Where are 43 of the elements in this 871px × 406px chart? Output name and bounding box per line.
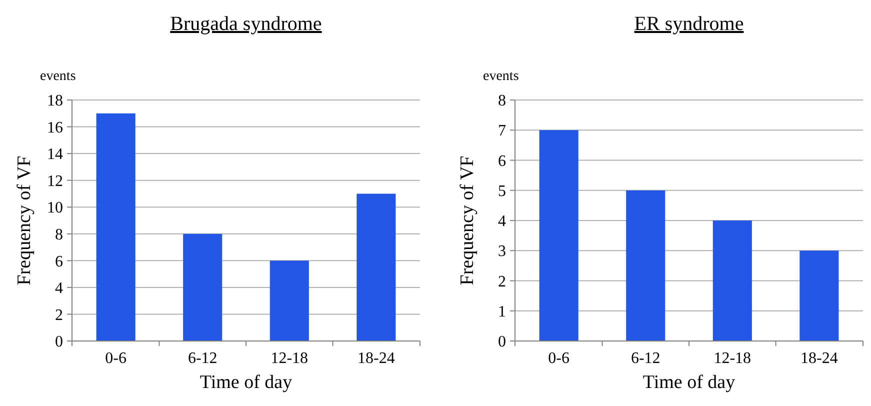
y-tick-label: 3 [498,243,506,260]
x-axis-title: Time of day [642,372,736,393]
y-tick-label: 4 [498,213,506,230]
y-tick-label: 2 [55,306,63,324]
x-tick-label: 0-6 [548,350,570,367]
x-tick-label: 12-18 [714,350,752,367]
text: events [40,69,76,84]
y-tick-label: 4 [55,280,63,298]
bar [183,234,222,341]
y-tick-label: 18 [47,92,63,110]
y-axis-title: Frequency of VF [14,156,35,286]
x-tick-label: 6-12 [630,350,660,367]
x-tick-label: 0-6 [105,350,126,367]
x-tick-label: 18-24 [800,350,838,367]
chart-title: ER syndrome [634,13,744,35]
y-tick-label: 5 [498,182,506,200]
y-tick-label: 1 [498,303,506,320]
bar [539,130,578,341]
bar [626,190,666,341]
y-axis-title: Frequency of VF [457,156,478,286]
y-tick-label: 2 [498,273,506,290]
bar [96,113,136,341]
y-tick-label: 12 [47,172,63,190]
x-tick-label: 12-18 [270,350,308,367]
y-tick-label: 6 [55,253,63,270]
x-tick-label: 18-24 [358,350,395,367]
y-tick-label: 16 [47,119,63,136]
y-tick-label: 14 [47,146,63,164]
bar [712,220,752,341]
bar [800,250,839,341]
y-tick-label: 7 [498,122,506,140]
y-tick-label: 0 [55,334,63,351]
bar [270,260,309,341]
text: events [483,69,519,84]
y-tick-label: 8 [55,226,63,244]
y-tick-label: 10 [47,200,63,217]
y-tick-label: 6 [498,152,506,170]
chart-title: Brugada syndrome [170,13,322,35]
x-tick-label: 6-12 [188,350,218,367]
x-axis-title: Time of day [200,372,293,393]
y-tick-label: 8 [498,92,506,110]
bar [356,194,396,341]
y-tick-label: 0 [498,334,506,351]
